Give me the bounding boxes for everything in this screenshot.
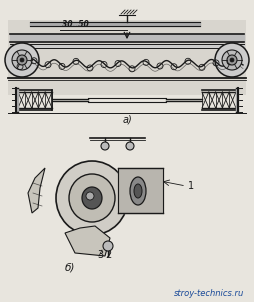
Circle shape [101,142,109,150]
Polygon shape [8,20,246,95]
Text: 2: 2 [105,250,111,260]
Text: 3: 3 [97,250,103,260]
Ellipse shape [134,184,142,198]
Circle shape [230,58,234,62]
Circle shape [215,43,249,77]
Text: stroy-technics.ru: stroy-technics.ru [174,289,244,298]
Ellipse shape [130,177,146,205]
Circle shape [20,58,24,62]
Ellipse shape [69,174,115,222]
Polygon shape [30,138,220,268]
Text: б): б) [65,262,75,272]
Polygon shape [28,168,45,213]
Circle shape [12,50,32,70]
Text: 1: 1 [188,181,194,191]
Circle shape [126,142,134,150]
Text: 30..50: 30..50 [62,20,89,29]
Polygon shape [65,226,110,256]
Ellipse shape [56,161,128,235]
Ellipse shape [82,187,102,209]
Circle shape [222,50,242,70]
Text: a): a) [122,114,132,124]
Circle shape [227,55,237,65]
Circle shape [17,55,27,65]
Circle shape [103,241,113,251]
Ellipse shape [86,192,94,200]
Circle shape [5,43,39,77]
